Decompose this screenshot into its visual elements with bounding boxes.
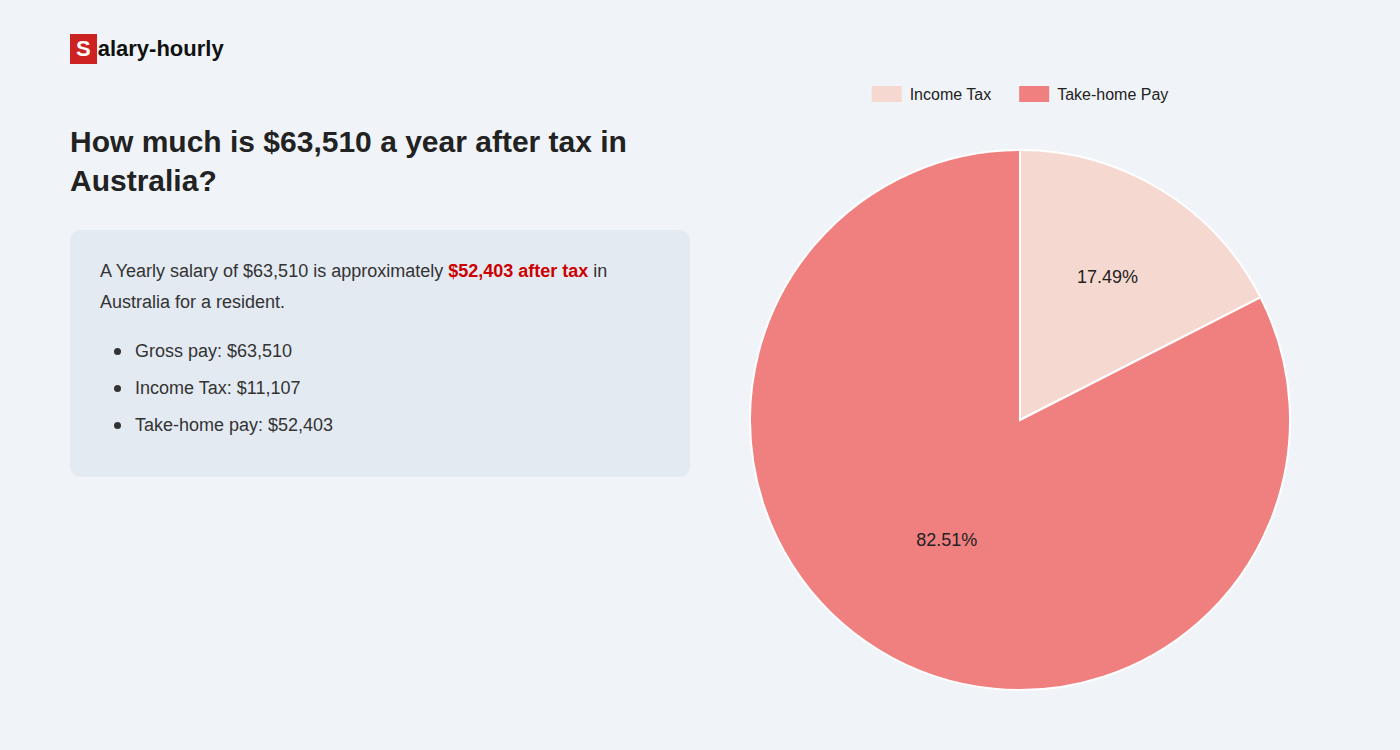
info-box: A Yearly salary of $63,510 is approximat… [70, 230, 690, 477]
bullet-item: Gross pay: $63,510 [114, 338, 660, 365]
legend: Income Tax Take-home Pay [872, 86, 1169, 103]
page: Salary-hourly How much is $63,510 a year … [0, 0, 1400, 750]
info-line: Australia for a resident. [100, 289, 660, 316]
legend-label: Income Tax [910, 86, 992, 103]
title: How much is $63,510 a year after tax in … [70, 122, 650, 200]
data-labels: 17.49% 82.51% [916, 267, 1138, 549]
bullet-text: Take-home pay: $52,403 [135, 412, 333, 439]
slices [750, 150, 1290, 690]
info-line: A Yearly salary of $63,510 is approximat… [100, 258, 660, 285]
legend-label: Take-home Pay [1057, 86, 1168, 103]
pie-chart: 17.49% 82.51% Income Tax Take-home Pay [680, 0, 1400, 750]
data-label: 82.51% [916, 530, 977, 550]
chart-panel: 17.49% 82.51% Income Tax Take-home Pay [680, 0, 1400, 750]
legend-swatch [1019, 86, 1049, 102]
bullet-dot [114, 422, 121, 429]
legend-item: Take-home Pay [1019, 86, 1168, 103]
bullet-text: Gross pay: $63,510 [135, 338, 292, 365]
legend-item: Income Tax [872, 86, 992, 103]
bullet-dot [114, 385, 121, 392]
logo: Salary-hourly [70, 34, 640, 64]
bullet-item: Income Tax: $11,107 [114, 375, 660, 402]
legend-swatch [872, 86, 902, 102]
bullet-dot [114, 348, 121, 355]
bullet-text: Income Tax: $11,107 [135, 375, 300, 402]
info-text: in [588, 261, 607, 281]
logo-text: alary-hourly [98, 36, 224, 62]
info-highlight: $52,403 after tax [448, 261, 588, 281]
info-text: A Yearly salary of $63,510 is approximat… [100, 261, 448, 281]
text-panel: Salary-hourly How much is $63,510 a year … [0, 0, 680, 750]
info-text: Australia for a resident. [100, 292, 285, 312]
bullet-item: Take-home pay: $52,403 [114, 412, 660, 439]
logo-letter: S [70, 34, 97, 64]
pie-slice [750, 150, 1290, 690]
data-label: 17.49% [1077, 267, 1138, 287]
bullet-list: Gross pay: $63,510 Income Tax: $11,107 Tak… [100, 338, 660, 439]
